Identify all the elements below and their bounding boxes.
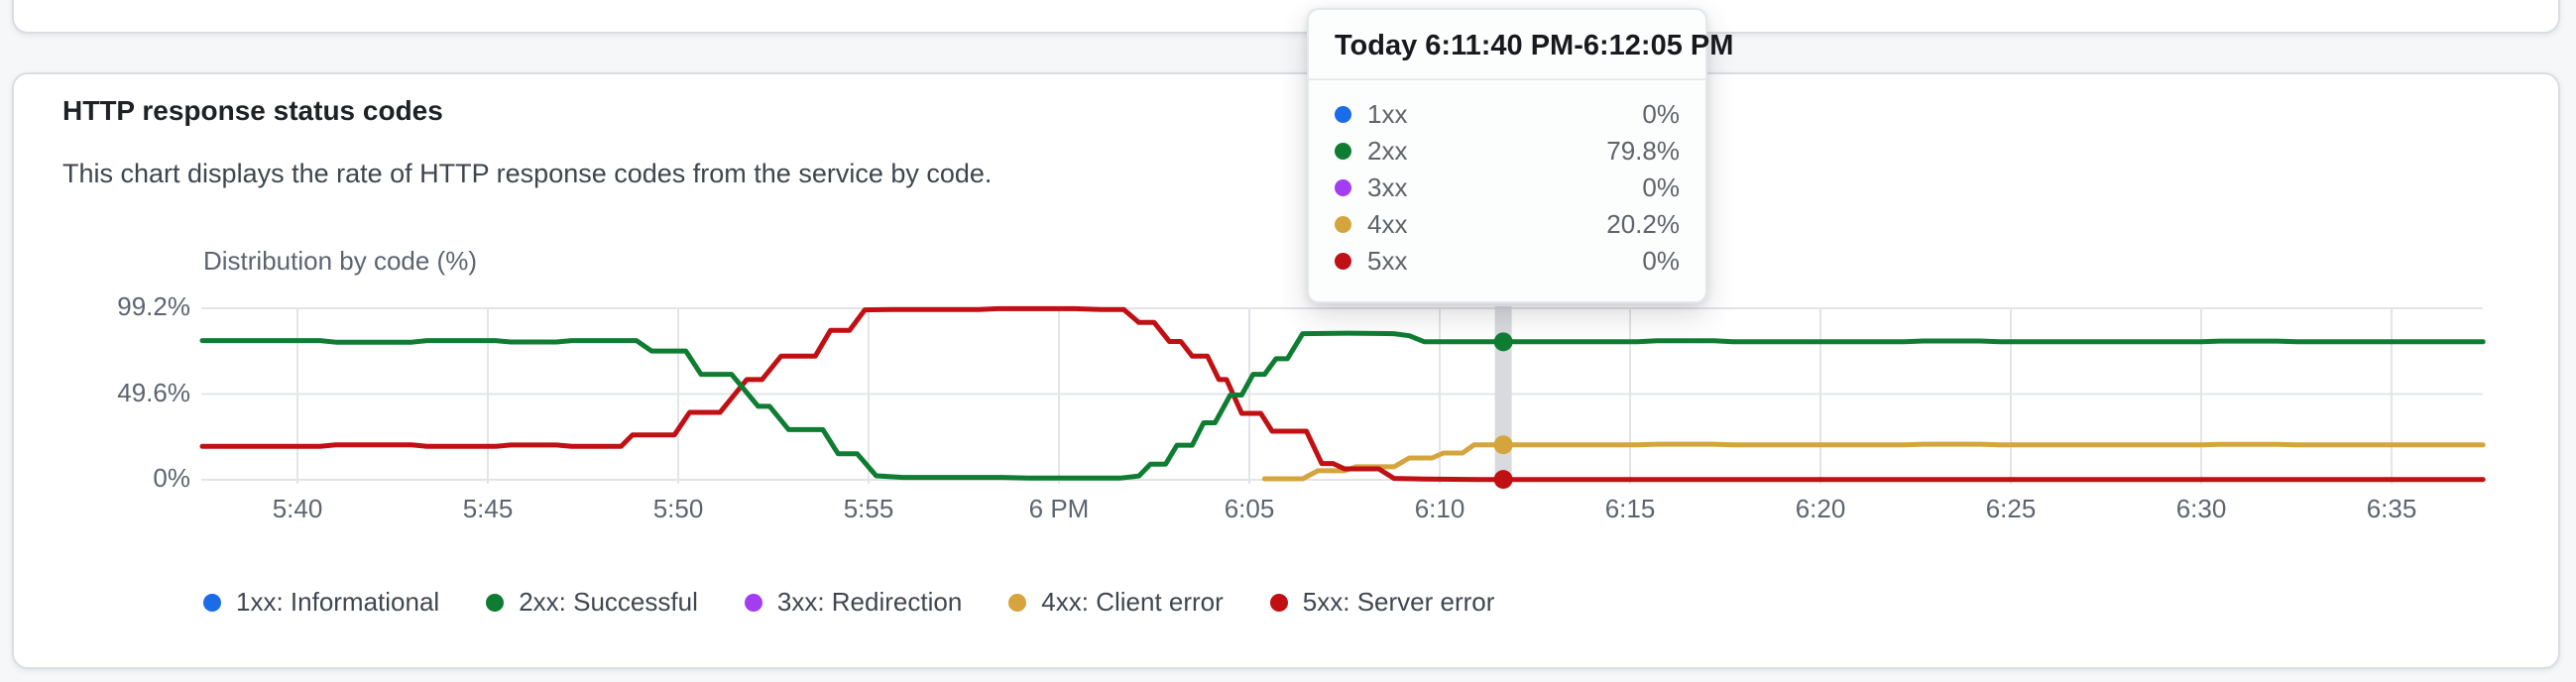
y-tick-label: 0% xyxy=(153,463,190,493)
tooltip-series-label: 4xx xyxy=(1367,209,1408,239)
tooltip-row-3xx: 3xx 0% xyxy=(1335,170,1680,206)
tooltip-series-value: 79.8% xyxy=(1606,136,1680,166)
tooltip-series-value: 0% xyxy=(1642,172,1680,202)
legend-dot-icon xyxy=(486,593,505,612)
tooltip-series-label: 1xx xyxy=(1367,99,1408,129)
legend-label: 5xx: Server error xyxy=(1302,587,1495,617)
legend-dot-icon xyxy=(744,593,762,612)
legend-item-4xx[interactable]: 4xx: Client error xyxy=(1008,587,1224,618)
tooltip-series-value: 0% xyxy=(1642,246,1680,276)
x-tick-label: 6:20 xyxy=(1795,494,1846,523)
legend-item-5xx[interactable]: 5xx: Server error xyxy=(1269,587,1495,618)
x-tick-label: 6:05 xyxy=(1224,494,1275,523)
tooltip-series-dot-icon xyxy=(1335,106,1351,123)
legend-label: 1xx: Informational xyxy=(236,587,440,617)
tooltip-series-dot-icon xyxy=(1335,216,1351,233)
tooltip-series-dot-icon xyxy=(1335,179,1351,196)
x-tick-label: 5:55 xyxy=(843,494,894,523)
y-tick-label: 99.2% xyxy=(117,291,190,321)
x-tick-label: 6:35 xyxy=(2366,494,2417,523)
tooltip-series-label: 2xx xyxy=(1367,136,1408,166)
legend-item-1xx[interactable]: 1xx: Informational xyxy=(203,587,439,618)
legend-label: 3xx: Redirection xyxy=(776,587,963,617)
legend-dot-icon xyxy=(1269,593,1288,612)
legend-label: 4xx: Client error xyxy=(1041,587,1224,617)
chart-legend: 1xx: Informational 2xx: Successful 3xx: Re… xyxy=(203,587,1494,618)
y-tick-label: 49.6% xyxy=(117,377,190,407)
tooltip-series-value: 0% xyxy=(1642,99,1680,129)
y-axis-title: Distribution by code (%) xyxy=(203,246,477,276)
legend-dot-icon xyxy=(1008,593,1027,612)
legend-item-2xx[interactable]: 2xx: Successful xyxy=(486,587,698,618)
x-tick-label: 6:25 xyxy=(1985,494,2037,523)
x-tick-label: 6:15 xyxy=(1604,494,1656,523)
tooltip-series-label: 5xx xyxy=(1367,246,1408,276)
chart-plot-area[interactable] xyxy=(201,306,2483,485)
tooltip-series-dot-icon xyxy=(1335,143,1351,160)
tooltip-time-range: Today 6:11:40 PM-6:12:05 PM xyxy=(1309,10,1733,80)
chart-description: This chart displays the rate of HTTP res… xyxy=(62,159,993,188)
legend-dot-icon xyxy=(203,593,221,612)
tooltip-row-2xx: 2xx 79.8% xyxy=(1335,133,1680,170)
legend-item-3xx[interactable]: 3xx: Redirection xyxy=(744,587,963,618)
x-tick-label: 6 PM xyxy=(1028,494,1090,523)
tooltip-rows: 1xx 0% 2xx 79.8% 3xx 0% 4xx 20.2% 5xx 0% xyxy=(1309,80,1705,301)
tooltip-row-5xx: 5xx 0% xyxy=(1335,243,1680,280)
tooltip-series-label: 3xx xyxy=(1367,172,1408,202)
legend-label: 2xx: Successful xyxy=(519,587,698,617)
chart-tooltip: Today 6:11:40 PM-6:12:05 PM 1xx 0% 2xx 79.8… xyxy=(1307,8,1733,303)
previous-card-bottom-edge xyxy=(12,0,2560,34)
x-tick-label: 6:30 xyxy=(2175,494,2227,523)
x-tick-label: 6:10 xyxy=(1414,494,1465,523)
x-tick-label: 5:40 xyxy=(272,494,323,523)
tooltip-series-value: 20.2% xyxy=(1606,209,1680,239)
chart-heading: HTTP response status codes xyxy=(62,95,443,126)
x-tick-label: 5:45 xyxy=(462,494,514,523)
x-tick-label: 5:50 xyxy=(652,494,704,523)
tooltip-series-dot-icon xyxy=(1335,253,1351,270)
tooltip-row-4xx: 4xx 20.2% xyxy=(1335,206,1680,243)
tooltip-row-1xx: 1xx 0% xyxy=(1335,96,1680,133)
